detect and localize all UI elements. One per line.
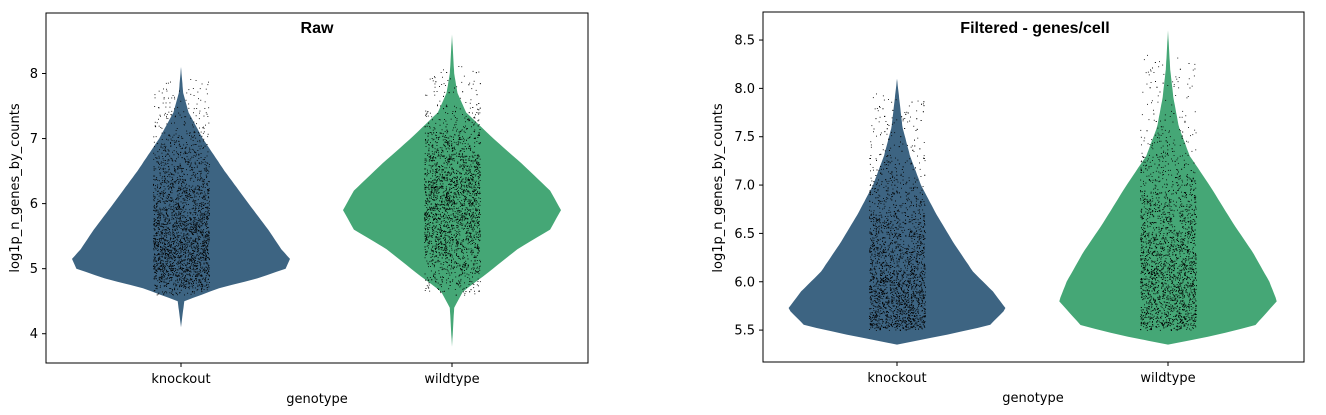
jitter-points [153,66,481,296]
jitter-knockout [153,79,210,296]
chart-title: Raw [301,20,334,37]
violin-knockout [788,78,1006,345]
panel-raw: 4 5 6 7 8 knockout wildtype Raw genotype log1… [8,12,589,407]
chart-title: Filtered - genes/cell [960,20,1109,37]
x-tick-label: knockout [867,371,926,386]
y-tick-label: 6 [30,197,38,212]
y-tick-label: 5 [30,262,38,277]
x-tick-label: wildtype [424,372,479,387]
plot-frame [762,11,1305,363]
jitter-points [869,54,1197,331]
y-tick-label: 5.5 [734,324,755,339]
plot-frame [45,12,589,364]
x-axis-label: genotype [1002,391,1063,406]
y-tick-label: 4 [30,327,38,342]
y-tick-label: 7.0 [734,179,755,194]
jitter-wildtype [424,66,481,296]
y-axis-label: log1p_n_genes_by_counts [711,103,726,272]
y-tick-label: 8.0 [734,82,755,97]
violin-wildtype [343,34,561,347]
y-tick-label: 6.5 [734,227,755,242]
x-ticks: knockout wildtype [151,363,480,387]
y-tick-label: 6.0 [734,275,755,290]
jitter-knockout [869,93,926,331]
x-tick-label: knockout [151,372,210,387]
y-tick-label: 7 [30,132,38,147]
y-tick-label: 7.5 [734,130,755,145]
x-ticks: knockout wildtype [867,362,1196,386]
y-ticks: 4 5 6 7 8 [30,67,46,342]
y-axis-label: log1p_n_genes_by_counts [8,103,23,272]
y-ticks: 5.5 6.0 6.5 7.0 7.5 8.0 8.5 [734,34,763,339]
panel-filtered: 5.5 6.0 6.5 7.0 7.5 8.0 8.5 knockout wildtype F… [711,11,1305,406]
violin-wildtype [1059,30,1277,345]
x-tick-label: wildtype [1140,371,1195,386]
jitter-wildtype [1140,54,1197,331]
violin-group [788,30,1277,345]
violin-group [72,34,561,347]
x-axis-label: genotype [286,392,347,407]
y-tick-label: 8 [30,67,38,82]
y-tick-label: 8.5 [734,34,755,49]
